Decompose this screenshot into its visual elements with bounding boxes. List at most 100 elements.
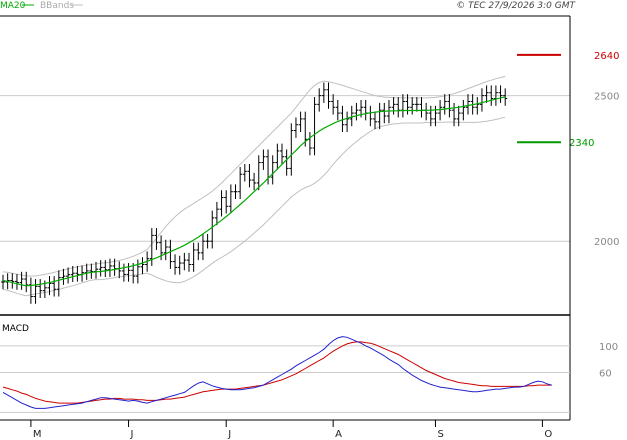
ohlc-bar <box>242 164 247 182</box>
time-tick-label: O <box>544 429 552 440</box>
ohlc-bar <box>289 123 294 176</box>
ohlc-bar <box>47 276 52 296</box>
ohlc-bar <box>456 105 461 127</box>
ohlc-bar <box>163 239 168 261</box>
ohlc-bar <box>224 190 229 214</box>
target-levels: 2640 2340 <box>517 51 619 149</box>
price-axis-ticks: 2500 2000 <box>594 92 619 249</box>
ohlc-bar <box>493 85 498 106</box>
ohlc-bar <box>466 94 470 115</box>
ohlc-bar <box>233 184 238 199</box>
ohlc-bar <box>261 149 266 170</box>
ohlc-bar <box>173 254 178 275</box>
signal-line <box>2 341 552 404</box>
ohlc-bar <box>154 228 159 250</box>
macd-tick-label: 100 <box>599 342 618 353</box>
price-tick-label: 2000 <box>594 237 619 248</box>
time-tick-label: A <box>335 429 342 440</box>
ohlc-bar <box>326 82 331 109</box>
ohlc-bar <box>275 143 280 170</box>
ohlc-bar <box>52 276 57 297</box>
ohlc-bar <box>238 166 243 199</box>
ohlc-bar <box>307 132 312 156</box>
ohlc-bar <box>433 105 438 127</box>
ohlc-bar <box>479 88 484 112</box>
price-gridlines <box>0 95 570 242</box>
ohlc-bar <box>391 97 396 115</box>
price-panel: 2500 2000 2640 2340 <box>0 51 619 304</box>
ohlc-bar <box>66 267 71 284</box>
ohlc-bar <box>484 85 489 103</box>
ohlc-bar <box>489 85 494 106</box>
ohlc-bar <box>368 105 373 127</box>
ohlc-bar <box>247 164 252 188</box>
ohlc-bar <box>396 97 401 118</box>
ohlc-bar <box>70 265 75 282</box>
ohlc-bar <box>61 268 66 285</box>
ohlc-bar <box>312 97 317 156</box>
ohlc-bar <box>252 172 257 191</box>
ohlc-bar <box>182 252 187 271</box>
ohlc-bar <box>38 279 43 298</box>
price-tick-label: 2500 <box>594 92 619 103</box>
ohlc-bar <box>349 105 354 127</box>
legend-ma: MA20 <box>0 1 26 11</box>
ohlc-bar <box>280 143 284 165</box>
ohlc-bar <box>210 210 215 249</box>
ohlc-bar <box>452 102 457 127</box>
ohlc-bar <box>196 242 201 261</box>
ohlc-bar <box>140 257 145 275</box>
ohlc-bar <box>461 99 466 121</box>
legend-bb: BBands <box>40 1 74 11</box>
ohlc-bar <box>107 258 112 278</box>
ohlc-bar <box>200 233 205 261</box>
ohlc-bar <box>363 99 368 121</box>
ohlc-bar <box>386 99 391 124</box>
ohlc-bar <box>345 111 350 133</box>
ohlc-bar <box>414 97 419 112</box>
macd-panel: MACD 100 60 <box>0 324 618 413</box>
time-tick-label: M <box>33 429 42 440</box>
ohlc-bar <box>10 273 15 289</box>
ohlc-bar <box>442 94 447 115</box>
macd-title: MACD <box>2 324 29 334</box>
ohlc-bar <box>428 105 433 127</box>
ohlc-bar <box>317 88 322 112</box>
target-level-label: 2340 <box>569 138 594 149</box>
ohlc-bar <box>382 102 387 124</box>
bb-lower-line <box>2 116 506 297</box>
ohlc-bar <box>168 239 173 269</box>
ohlc-bar <box>340 105 345 133</box>
copyright: © TEC 27/9/2026 3:0 GMT <box>456 1 576 11</box>
ohlc-bar <box>14 274 19 290</box>
ohlc-bar <box>1 274 5 290</box>
ohlc-bar <box>84 263 89 280</box>
ohlc-bar <box>191 242 196 272</box>
ma20-line <box>2 96 506 287</box>
ohlc-bar <box>335 99 340 121</box>
ohlc-bar <box>19 271 24 290</box>
ohlc-bar <box>377 102 382 130</box>
ohlc-bar <box>121 263 126 282</box>
macd-axis-ticks: 100 60 <box>599 342 618 380</box>
ohlc-bar <box>270 155 275 185</box>
ohlc-bar <box>284 149 289 176</box>
ohlc-bar <box>56 270 61 297</box>
ohlc-bar <box>28 277 33 304</box>
ohlc-bar <box>475 97 480 115</box>
macd-tick-label: 60 <box>599 368 612 379</box>
ohlc-bar <box>117 261 122 279</box>
time-tick-label: S <box>437 429 443 440</box>
ohlc-bar <box>303 111 308 147</box>
ohlc-bar <box>498 85 503 103</box>
ohlc-bar <box>205 233 210 249</box>
ohlc-bar <box>298 111 303 133</box>
ohlc-bar <box>214 201 219 226</box>
ohlc-bar <box>187 252 191 272</box>
ohlc-bar <box>331 94 336 115</box>
ohlc-bar <box>131 263 136 284</box>
ohlc-bar <box>103 260 108 278</box>
ohlc-bar <box>89 263 94 279</box>
ohlc-bar <box>405 94 410 115</box>
